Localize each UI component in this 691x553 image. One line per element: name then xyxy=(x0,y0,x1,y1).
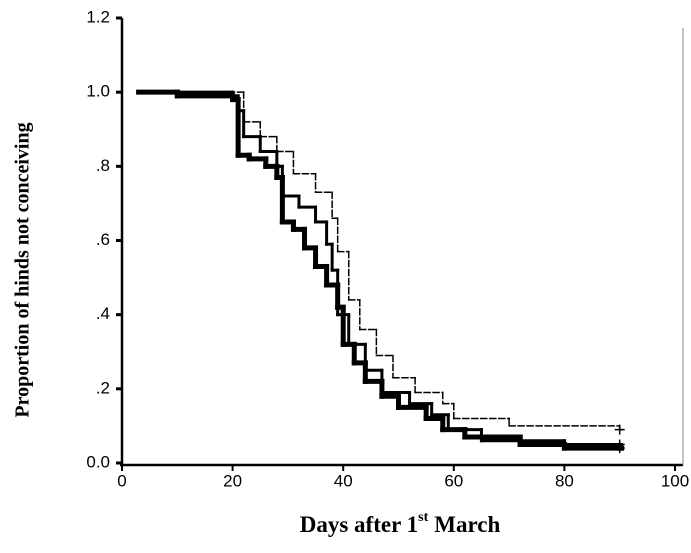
censor-mark xyxy=(614,439,625,450)
x-axis-title-part: Days after 1 xyxy=(300,512,418,537)
y-tick-label: .8 xyxy=(96,156,110,175)
y-axis-title: Proportion of hinds not conceiving xyxy=(12,122,34,417)
y-tick-label: .4 xyxy=(96,304,110,323)
x-tick-label: 40 xyxy=(334,471,353,490)
censor-mark xyxy=(614,424,625,435)
x-tick-label: 60 xyxy=(444,471,463,490)
y-tick-label: 1.0 xyxy=(86,82,110,101)
x-axis-title-part: March xyxy=(434,512,500,537)
y-tick-label: .6 xyxy=(96,230,110,249)
y-tick-label: 0.0 xyxy=(86,452,110,471)
x-axis-title-sup: st xyxy=(418,510,428,525)
y-tick-label: 1.2 xyxy=(86,7,110,26)
x-tick-label: 20 xyxy=(223,471,242,490)
x-tick-label: 80 xyxy=(555,471,574,490)
x-axis-title: Days after 1st March xyxy=(300,510,501,537)
y-tick-label: .2 xyxy=(96,378,110,397)
x-tick-label: 100 xyxy=(661,471,689,490)
x-tick-label: 0 xyxy=(117,471,126,490)
